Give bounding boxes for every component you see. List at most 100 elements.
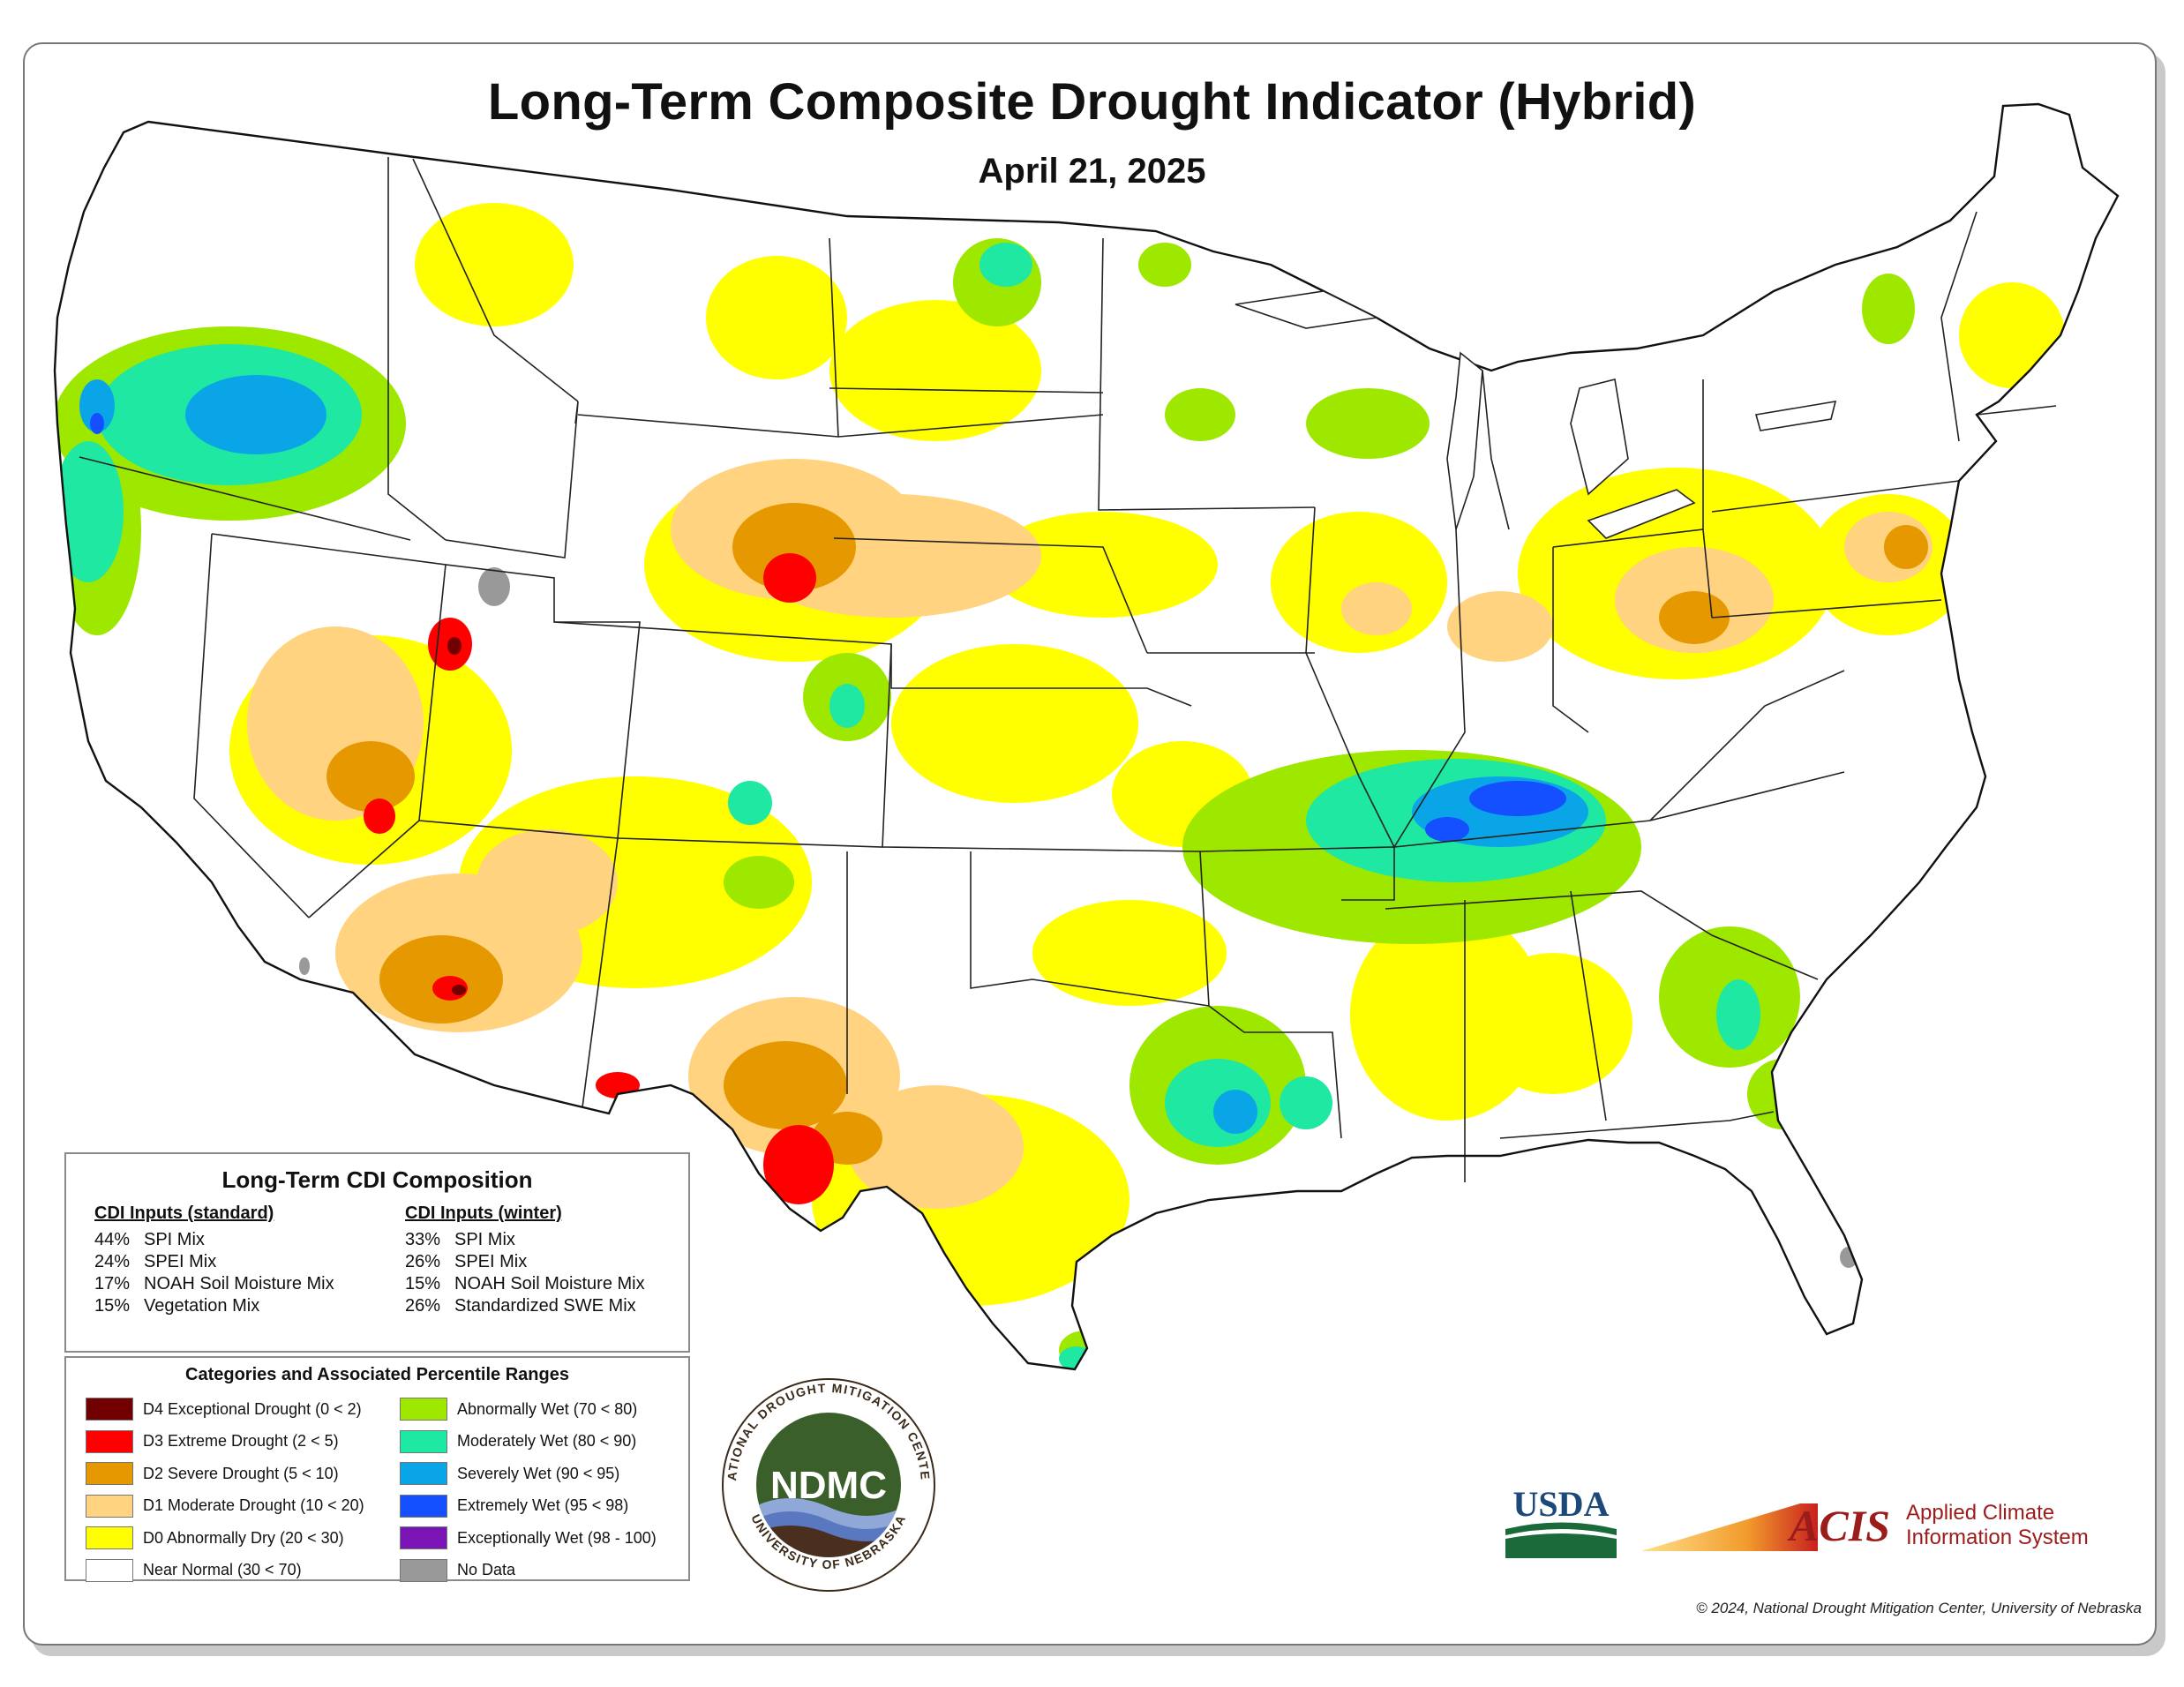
input-name: NOAH Soil Moisture Mix xyxy=(454,1274,645,1293)
category-legend-title: Categories and Associated Percentile Ran… xyxy=(185,1365,569,1384)
border-fl-north xyxy=(1499,1111,1775,1139)
legend-item-d0: D0 Abnormally Dry (20 < 30) xyxy=(86,1522,364,1555)
border-wa-or xyxy=(79,456,411,541)
composition-legend: Long-Term CDI Composition CDI Inputs (st… xyxy=(64,1152,690,1353)
border-new-england xyxy=(1940,211,1978,442)
winter-inputs-header: CDI Inputs (winter) xyxy=(405,1203,562,1223)
d4-exceptional-drought-areas xyxy=(447,637,466,995)
standard-inputs-header: CDI Inputs (standard) xyxy=(94,1203,274,1223)
input-percent: 15% xyxy=(405,1274,441,1293)
legend-label: Near Normal (30 < 70) xyxy=(143,1561,302,1579)
border-utah xyxy=(418,564,641,839)
input-percent: 44% xyxy=(94,1230,131,1249)
input-percent: 15% xyxy=(94,1296,131,1316)
legend-label: D1 Moderate Drought (10 < 20) xyxy=(143,1496,364,1515)
input-name: SPI Mix xyxy=(144,1230,205,1249)
border-az-nm xyxy=(582,837,619,1108)
input-name: SPEI Mix xyxy=(454,1252,528,1271)
ndmc-abbrev: NDMC xyxy=(770,1464,887,1507)
border-nevada-ca xyxy=(193,533,310,918)
lake-ontario xyxy=(1754,401,1837,431)
legend-item-d4: D4 Exceptional Drought (0 < 2) xyxy=(86,1393,364,1426)
input-name: SPI Mix xyxy=(454,1230,515,1249)
border-idaho-west xyxy=(387,157,447,541)
legend-swatch xyxy=(400,1558,447,1582)
legend-label: D3 Extreme Drought (2 < 5) xyxy=(143,1432,339,1451)
map-date: April 21, 2025 xyxy=(978,152,1206,191)
input-name: NOAH Soil Moisture Mix xyxy=(144,1274,334,1293)
standard-input-row: 17% NOAH Soil Moisture Mix xyxy=(94,1273,386,1295)
border-indiana-ohio xyxy=(1552,547,1589,733)
legend-label: Moderately Wet (80 < 90) xyxy=(457,1432,637,1451)
border-idaho-montana xyxy=(412,158,579,402)
legend-swatch xyxy=(86,1558,133,1582)
border-arkansas-louisiana xyxy=(1199,851,1342,1139)
legend-item-near-normal: Near Normal (30 < 70) xyxy=(86,1555,364,1587)
d2-severe-drought-areas xyxy=(326,503,1928,1165)
input-name: SPEI Mix xyxy=(144,1252,217,1271)
border-illinois-indiana xyxy=(1393,529,1466,848)
border-nebraska-kansas xyxy=(890,644,1192,707)
state-boundaries xyxy=(79,157,2057,1182)
winter-input-row: 26% Standardized SWE Mix xyxy=(405,1295,696,1317)
legend-swatch xyxy=(86,1526,133,1550)
border-tn-south xyxy=(1385,890,1819,980)
border-illinois-west xyxy=(1305,506,1395,848)
legend-label: No Data xyxy=(457,1561,516,1579)
border-oklahoma-texas xyxy=(970,851,1210,1007)
legend-item-abnormally-wet: Abnormally Wet (70 < 80) xyxy=(400,1393,657,1426)
legend-item-severely-wet: Severely Wet (90 < 95) xyxy=(400,1458,657,1490)
usda-text: USDA xyxy=(1513,1484,1610,1524)
border-michigan-lake xyxy=(1482,370,1510,530)
border-nd-sd xyxy=(829,387,1104,394)
acis-line1: Applied Climate xyxy=(1906,1501,2054,1525)
border-al-ga xyxy=(1570,890,1607,1121)
legend-swatch xyxy=(86,1398,133,1421)
legend-label: Extremely Wet (95 < 98) xyxy=(457,1496,629,1515)
input-percent: 33% xyxy=(405,1230,441,1249)
border-new-england-south xyxy=(1976,405,2057,416)
legend-item-extremely-wet: Extremely Wet (95 < 98) xyxy=(400,1490,657,1523)
legend-label: D4 Exceptional Drought (0 < 2) xyxy=(143,1399,362,1418)
legend-label: D0 Abnormally Dry (20 < 30) xyxy=(143,1528,344,1547)
legend-label: Abnormally Wet (70 < 80) xyxy=(457,1399,638,1418)
legend-item-d3: D3 Extreme Drought (2 < 5) xyxy=(86,1426,364,1458)
border-minnesota xyxy=(1098,237,1316,511)
us-outline xyxy=(53,102,2120,1371)
input-percent: 26% xyxy=(405,1252,441,1271)
border-kansas-oklahoma xyxy=(882,846,1201,852)
legend-swatch xyxy=(86,1494,133,1518)
border-missouri-arkansas xyxy=(1199,846,1395,901)
legend-swatch xyxy=(400,1494,447,1518)
legend-item-no-data: No Data xyxy=(400,1555,657,1587)
map-title: Long-Term Composite Drought Indicator (H… xyxy=(487,73,1697,131)
legend-swatch xyxy=(400,1462,447,1486)
standard-input-row: 44% SPI Mix xyxy=(94,1229,386,1251)
legend-label: Exceptionally Wet (98 - 100) xyxy=(457,1528,657,1547)
legend-label: Severely Wet (90 < 95) xyxy=(457,1464,620,1482)
legend-item-exceptionally-wet: Exceptionally Wet (98 - 100) xyxy=(400,1522,657,1555)
border-va-wv xyxy=(1649,670,1845,821)
winter-input-row: 33% SPI Mix xyxy=(405,1229,696,1251)
drought-categories-column: D4 Exceptional Drought (0 < 2) D3 Extrem… xyxy=(86,1393,364,1586)
input-percent: 26% xyxy=(405,1296,441,1316)
legend-item-d1: D1 Moderate Drought (10 < 20) xyxy=(86,1490,364,1523)
legend-swatch xyxy=(400,1429,447,1453)
input-name: Standardized SWE Mix xyxy=(454,1296,636,1316)
lake-superior xyxy=(1235,290,1379,329)
legend-item-moderately-wet: Moderately Wet (80 < 90) xyxy=(400,1426,657,1458)
winter-inputs-column: CDI Inputs (winter) 33% SPI Mix 26% SPEI M… xyxy=(405,1203,696,1317)
acis-abbrev: ACIS xyxy=(1787,1501,1890,1550)
border-montana-dakotas xyxy=(829,237,839,438)
copyright: © 2024, National Drought Mitigation Cent… xyxy=(1696,1600,2142,1616)
legend-item-d2: D2 Severe Drought (5 < 10) xyxy=(86,1458,364,1490)
standard-inputs-column: CDI Inputs (standard) 44% SPI Mix 24% SPEI… xyxy=(94,1203,386,1317)
ndmc-logo: NDMC NATIONAL DROUGHT MITIGATION CENTER … xyxy=(718,1375,935,1592)
wet-categories-column: Abnormally Wet (70 < 80) Moderately Wet … xyxy=(400,1393,657,1586)
input-percent: 17% xyxy=(94,1274,131,1293)
category-legend: Categories and Associated Percentile Ran… xyxy=(64,1356,690,1582)
winter-input-row: 26% SPEI Mix xyxy=(405,1251,696,1273)
border-idaho-wyoming xyxy=(445,401,579,559)
standard-input-row: 15% Vegetation Mix xyxy=(94,1295,386,1317)
